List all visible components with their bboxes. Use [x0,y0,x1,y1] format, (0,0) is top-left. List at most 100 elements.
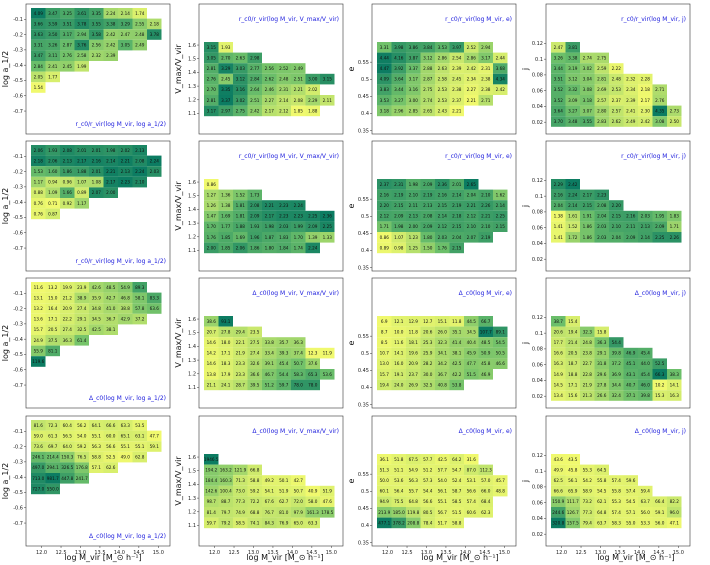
heatmap-cell [132,39,147,51]
cell-value: 3.63 [34,32,44,37]
heatmap-cell [406,73,421,85]
cell-value: 28.2 [423,361,433,366]
y-axis-label: j [521,480,530,483]
cell-value: 80.5 [423,510,433,515]
heatmap-cell [652,116,667,127]
heatmap-cell [31,430,46,442]
cell-value: 2.10 [409,192,419,197]
y-tick-label: 0.12 [532,315,543,321]
heatmap-cell [262,84,277,95]
cell-value: 54.1 [265,489,275,494]
cell-value: 2.57 [597,98,607,103]
cell-value: 320.8 [552,520,564,525]
cell-value: 64.5 [597,467,607,472]
cell-value: 52.5 [655,361,665,366]
heatmap-cell [118,451,133,463]
heatmap-cell [638,95,653,106]
heatmap-cell [45,8,60,19]
heatmap-cell [478,95,493,106]
cell-value: 2.74 [423,98,433,103]
cell-value: 62.6 [106,465,116,470]
cell-value: 2.83 [597,119,607,124]
cell-value: 142.6 [205,489,217,494]
heatmap-cell [89,420,104,431]
heatmap-cell [391,232,406,243]
heatmap-cell [565,42,580,53]
cell-value: 53.6 [394,478,404,483]
heatmap-cell [449,358,464,369]
cell-value: 0.94 [48,180,58,185]
heatmap-cell [276,84,291,95]
cell-value: 294.1 [47,465,59,470]
cell-value: 1.47 [207,214,217,219]
cell-value: 89.3 [135,285,145,290]
heatmap-cell [565,390,580,401]
heatmap-cell [305,242,320,254]
heatmap-cell [60,324,75,335]
heatmap-cell [377,517,392,529]
cell-value: 2.11 [409,203,419,208]
cell-value: 2.31 [394,182,404,187]
x-tick-label: 14.5 [479,550,490,556]
heatmap-cell [420,464,435,476]
heatmap-cell [89,176,104,188]
heatmap-cell [435,221,450,232]
cell-value: 3.17 [207,108,217,113]
cell-value: 3.59 [48,21,58,26]
heatmap-cell [377,379,392,391]
y-tick-label: 0.35 [358,402,369,408]
heatmap-cell [305,517,320,529]
cell-value: 2.06 [34,148,44,153]
y-tick-label: 1.2 [188,371,196,377]
heatmap-cell [565,485,580,497]
heatmap-cell [565,517,580,529]
heatmap-cell [291,507,306,518]
heatmap-cell [218,221,233,232]
cell-value: 2.14 [279,98,289,103]
heatmap-cell [464,347,479,359]
heatmap-cell [147,155,162,167]
cell-value: 56.3 [409,478,419,483]
cell-value: 42.7 [294,478,304,483]
y-tick-label: 1.3 [188,221,196,227]
cell-value: 2.01 [92,148,102,153]
heatmap-cell [464,84,479,95]
heatmap-cell [464,63,479,74]
heatmap-cell [594,358,609,369]
heatmap-cell [247,379,262,391]
cell-value: 2.19 [452,203,462,208]
cell-value: 2.38 [452,87,462,92]
cell-value: 75.5 [394,499,404,504]
cell-value: 2.54 [452,55,462,60]
heatmap-cell [218,517,233,529]
heatmap-cell [449,232,464,243]
heatmap-cell [45,441,60,452]
heatmap-cell [406,189,421,201]
heatmap-cell [218,475,233,486]
cell-value: 63.6 [150,306,160,311]
cell-value: 56.1 [568,478,578,483]
heatmap-cell [74,50,89,61]
heatmap-cell [623,496,638,507]
cell-value: 57.7 [438,467,448,472]
cell-value: 2.45 [63,64,73,69]
cell-value: 2.42 [496,87,506,92]
heatmap-cell [594,379,609,391]
heatmap-cell [638,379,653,391]
cell-value: 24.9 [34,338,44,343]
cell-value: 1.33 [323,235,333,240]
cell-value: 1.71 [670,224,680,229]
heatmap-cell [609,116,624,127]
cell-value: 107.7 [480,329,492,334]
cell-value: 17.1 [221,351,231,356]
heatmap-cell [638,73,653,85]
heatmap-cell [204,189,219,201]
heatmap-cell [594,52,609,64]
heatmap-cell [89,50,104,61]
cell-value: 1.52 [236,192,246,197]
heatmap-cell [377,464,392,476]
heatmap-cell [31,145,46,156]
cell-value: 64.8 [409,499,419,504]
heatmap-cell [377,485,392,497]
y-tick-label: 0.04 [532,516,543,522]
